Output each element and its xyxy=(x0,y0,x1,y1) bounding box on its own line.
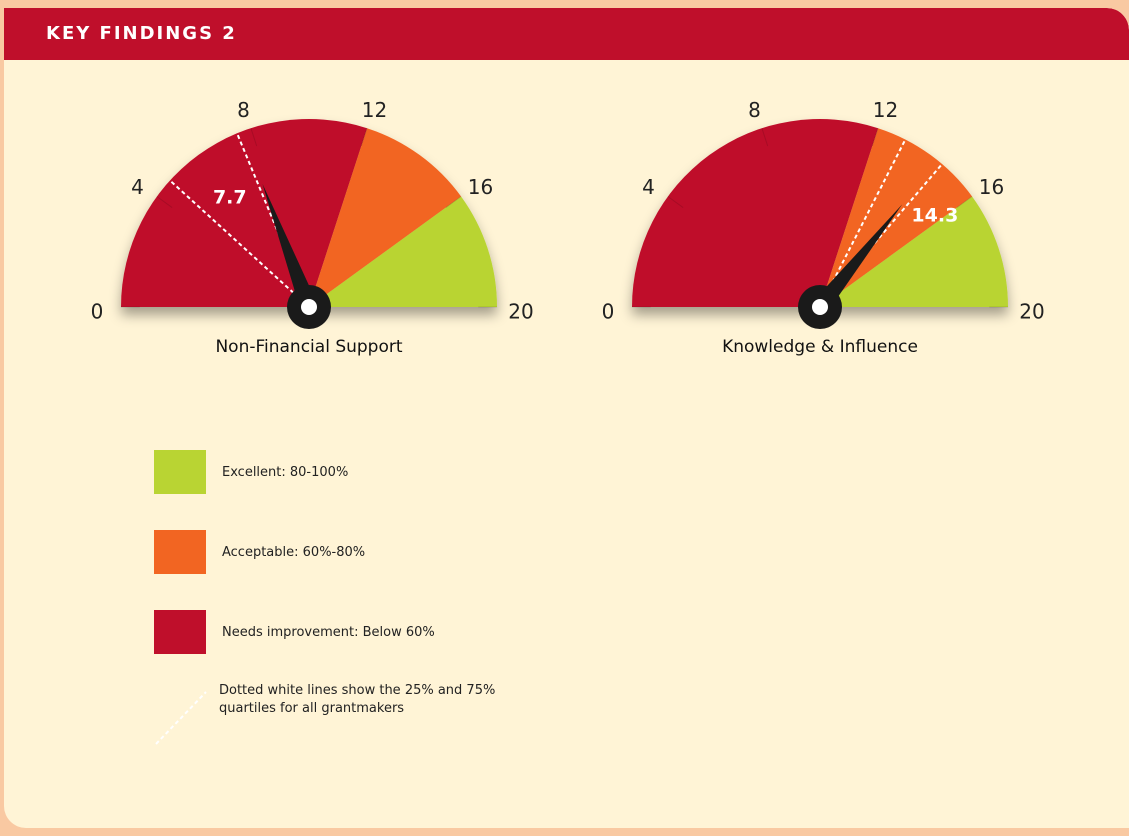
gauge-band xyxy=(309,128,462,307)
needle xyxy=(262,183,318,311)
legend-swatch xyxy=(154,450,206,494)
tick-label: 12 xyxy=(873,98,898,122)
tick-mark xyxy=(761,128,769,147)
header: KEY FINDINGS 2 xyxy=(4,8,1129,60)
gauge-title: Knowledge & Influence xyxy=(722,337,918,357)
tick-label: 0 xyxy=(602,300,615,324)
legend-label: Needs improvement: Below 60% xyxy=(222,624,435,640)
tick-label: 12 xyxy=(362,98,387,122)
legend-note: Dotted white lines show the 25% and 75% … xyxy=(219,683,496,716)
legend-item: Needs improvement: Below 60% xyxy=(154,610,435,654)
tick-mark xyxy=(871,128,879,147)
note-icon xyxy=(155,691,207,745)
tick-mark xyxy=(956,196,973,208)
tick-label: 16 xyxy=(468,175,493,199)
gauge-title: Non-Financial Support xyxy=(215,337,402,357)
gauge-band xyxy=(820,196,1008,307)
gauge-band xyxy=(121,118,368,308)
legend-item: Excellent: 80-100% xyxy=(154,450,348,494)
tick-mark xyxy=(156,196,173,208)
gauges: 0 4 8 12 16 20 7.7 Non-Financial Support 0 4 8 12 16… xyxy=(91,98,1045,745)
tick-mark xyxy=(445,196,462,208)
tick-label: 4 xyxy=(131,175,144,199)
gauge xyxy=(121,118,497,308)
legend-item: Acceptable: 60%-80% xyxy=(154,530,365,574)
gauge-band xyxy=(309,196,497,307)
value-label: 14.3 xyxy=(911,205,958,227)
legend-label: Acceptable: 60%-80% xyxy=(222,544,366,560)
tick-label: 8 xyxy=(748,98,761,122)
tick-mark xyxy=(667,196,684,208)
needle xyxy=(812,204,903,313)
panel: KEY FINDINGS 2 0 4 8 12 16 20 7.7 Non-Financial… xyxy=(4,8,1129,828)
legend-swatch xyxy=(154,530,206,574)
tick-label: 0 xyxy=(91,300,104,324)
quartile-line xyxy=(169,179,310,308)
header-title: KEY FINDINGS 2 xyxy=(46,23,237,44)
needle-hub-dot xyxy=(301,299,317,315)
legend-label: Excellent: 80-100% xyxy=(222,464,349,480)
needle-hub-dot xyxy=(812,299,828,315)
tick-label: 20 xyxy=(508,300,533,324)
tick-label: 4 xyxy=(642,175,655,199)
gauge-band xyxy=(632,118,879,308)
tick-mark xyxy=(250,128,258,147)
legend-swatch xyxy=(154,610,206,654)
value-label: 7.7 xyxy=(213,186,247,208)
tick-label: 20 xyxy=(1019,300,1044,324)
tick-mark xyxy=(360,128,368,147)
tick-label: 8 xyxy=(237,98,250,122)
tick-label: 16 xyxy=(979,175,1004,199)
